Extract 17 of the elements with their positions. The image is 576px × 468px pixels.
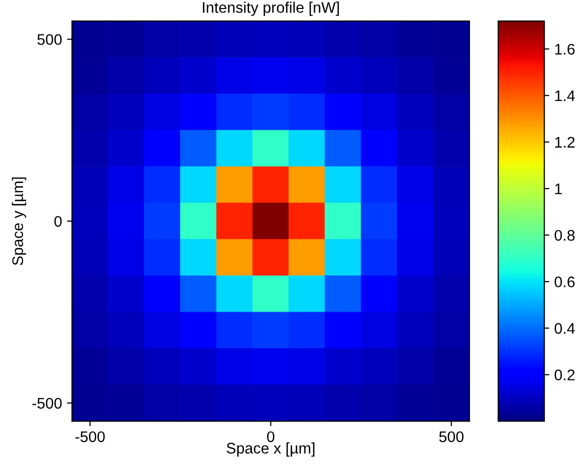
color-bar-label: 1.6 (555, 44, 575, 55)
y-tick-label: 500 (37, 34, 62, 45)
y-axis-title: Space y [µm] (12, 177, 26, 266)
color-bar-label: 1.2 (555, 136, 575, 148)
color-bar-label: 0.6 (554, 276, 575, 288)
color-bar-label: 0.8 (554, 230, 575, 241)
color-bar-label: 0.2 (554, 370, 575, 380)
color-bar-label: 1.4 (555, 90, 575, 102)
x-tick-label: -500 (75, 431, 105, 442)
x-tick-label: 500 (439, 431, 464, 442)
chart-title: Intensity profile [nW] (202, 2, 339, 16)
y-tick-label: -500 (32, 398, 62, 409)
y-tick-label: 0 (54, 216, 62, 227)
color-bar-label: 0.4 (554, 323, 575, 334)
x-axis-title: Space x [µm] (226, 442, 314, 457)
color-bar-label: 1 (555, 184, 562, 194)
x-tick-label: 0 (267, 431, 274, 442)
